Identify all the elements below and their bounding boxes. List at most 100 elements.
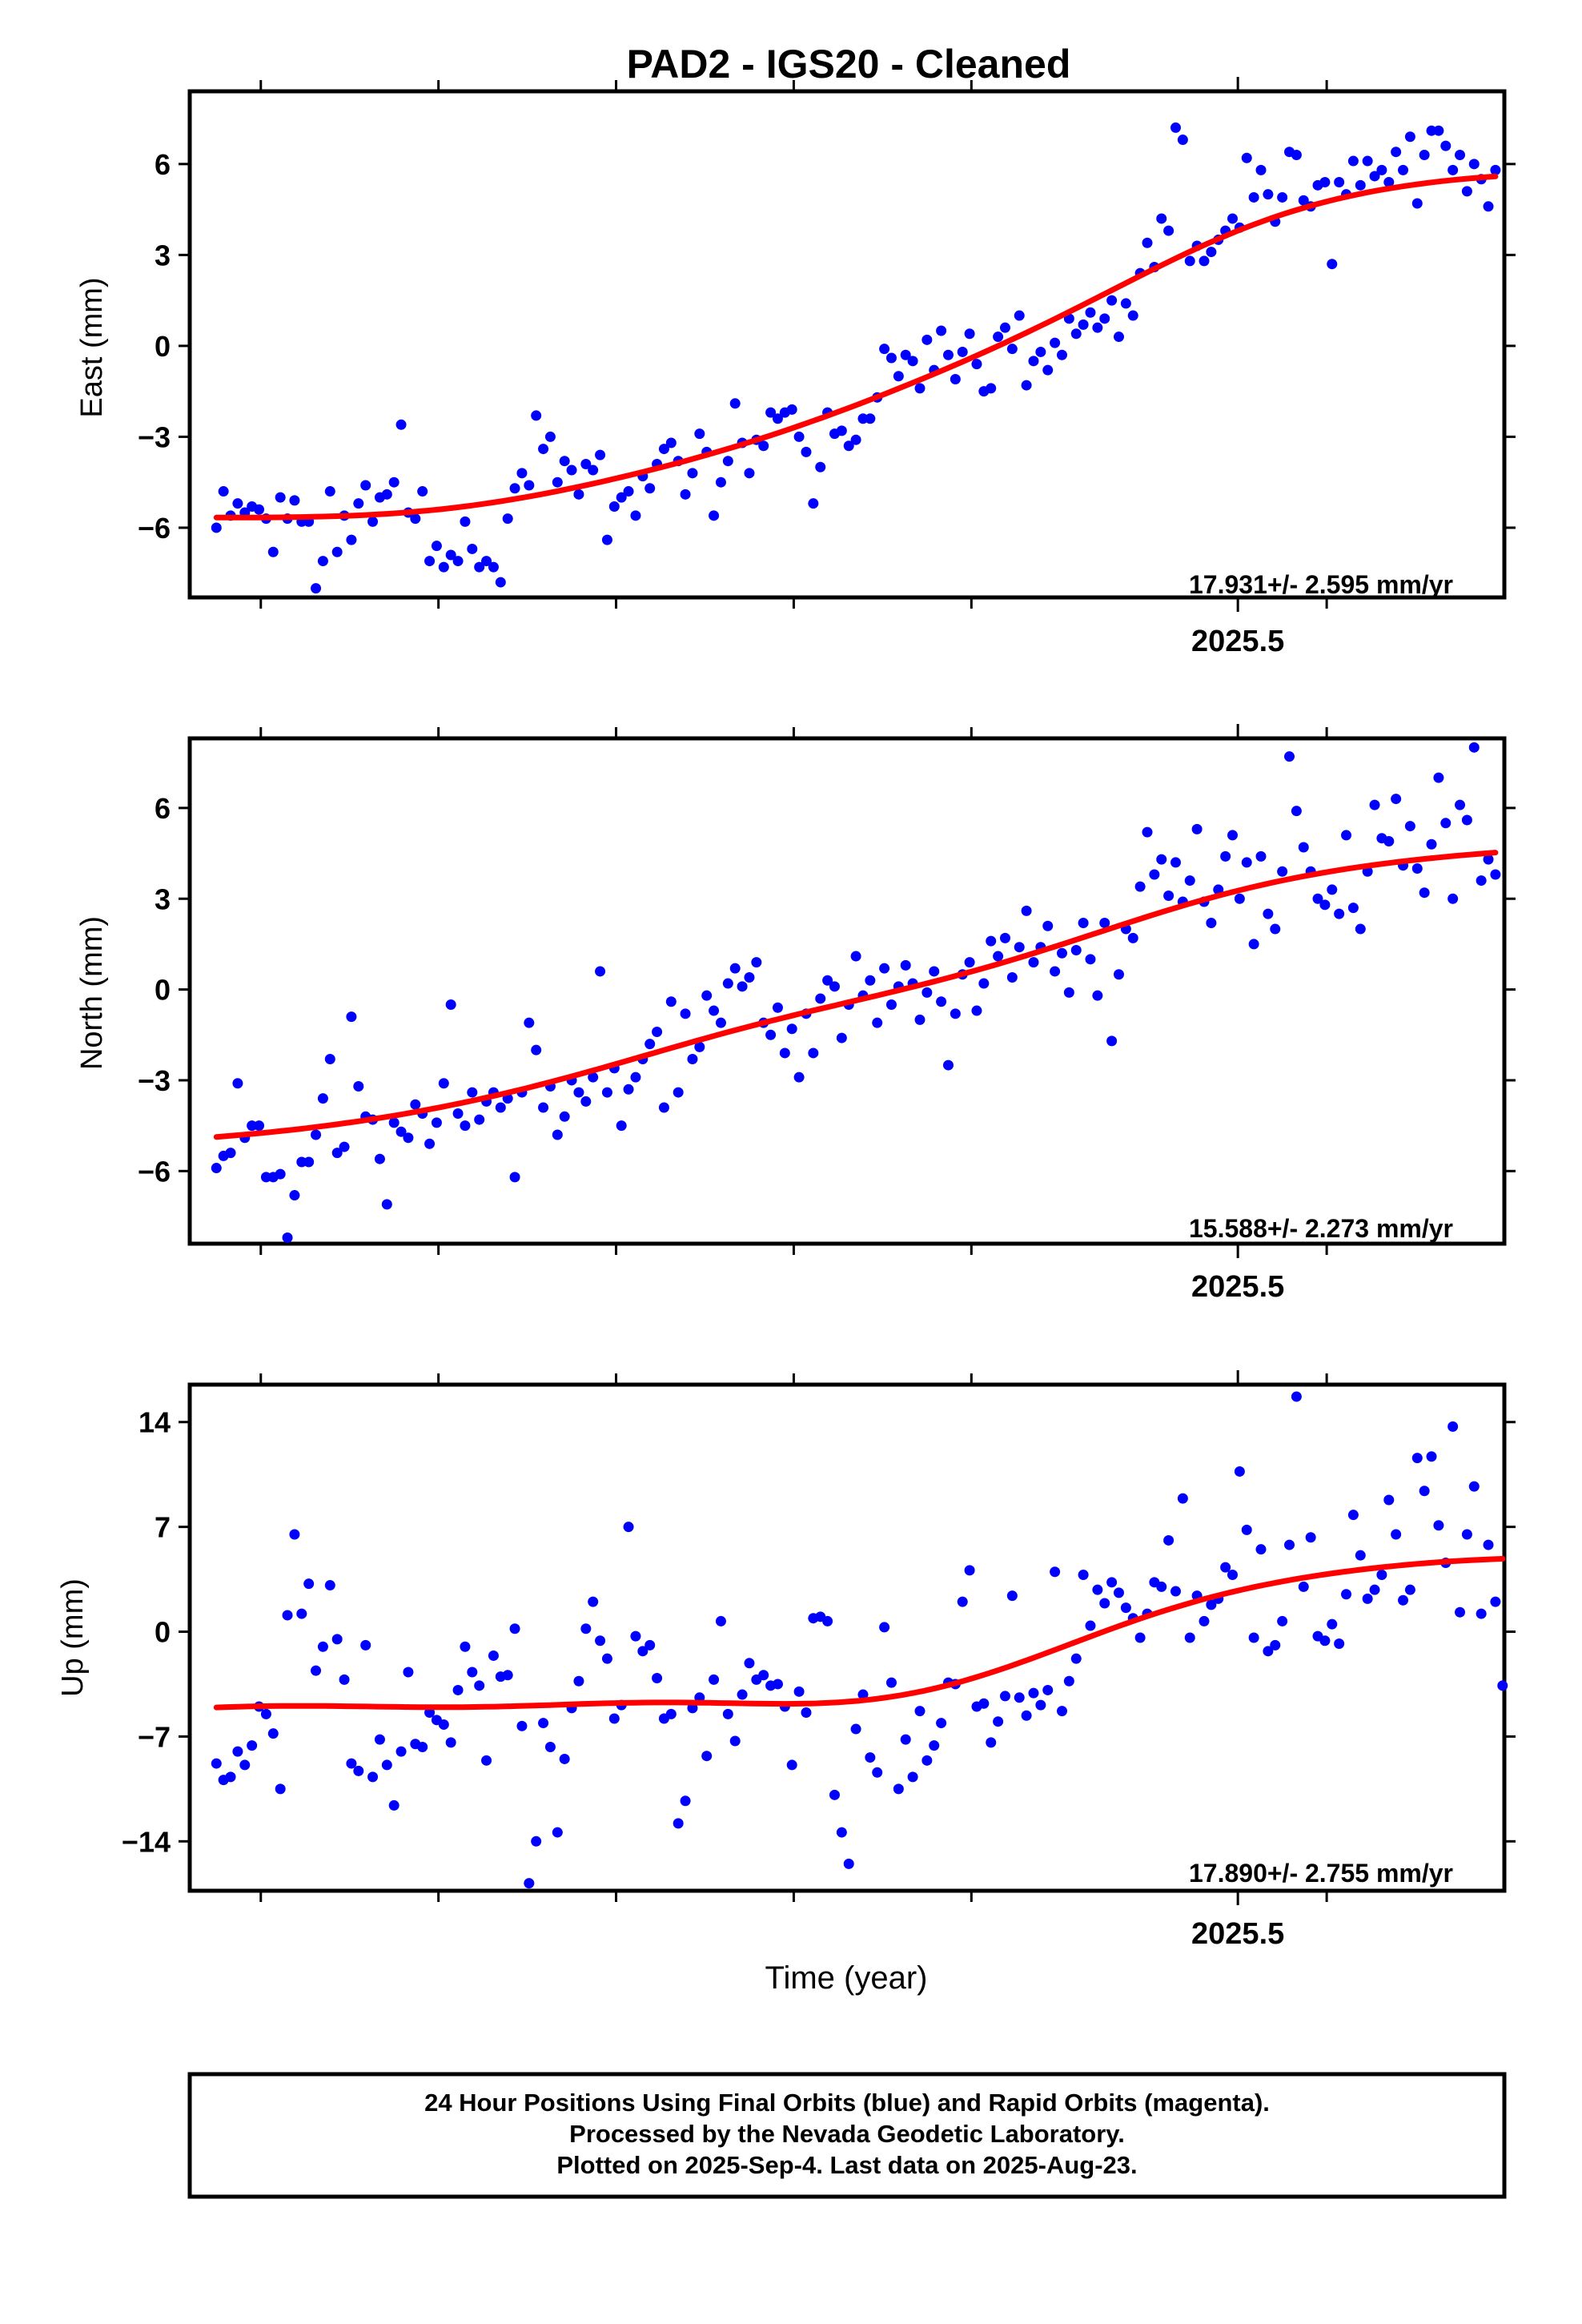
up-data-point (793, 1686, 805, 1697)
east-data-point (601, 534, 612, 545)
north-data-point (317, 1093, 328, 1104)
east-data-point (232, 498, 243, 509)
north-data-point (460, 1120, 471, 1132)
up-data-point (296, 1608, 307, 1619)
north-data-point (311, 1129, 322, 1140)
east-ytick-label: 3 (155, 239, 171, 271)
north-data-point (346, 1011, 357, 1023)
north-data-point (737, 981, 748, 992)
up-data-point (1398, 1594, 1409, 1606)
north-data-point (1334, 908, 1345, 919)
north-data-point (652, 1027, 663, 1038)
east-data-point (765, 407, 777, 418)
north-data-point (1327, 884, 1338, 895)
east-data-point (1006, 344, 1018, 355)
north-data-point (1156, 854, 1167, 865)
east-data-point (1056, 349, 1067, 360)
north-data-point (1234, 893, 1245, 904)
east-data-point (1163, 225, 1174, 236)
up-data-point (424, 1707, 436, 1718)
east-data-point (1106, 295, 1118, 306)
north-data-point (495, 1102, 506, 1113)
up-data-point (1042, 1684, 1054, 1695)
up-data-point (786, 1759, 797, 1771)
up-data-point (829, 1789, 840, 1800)
north-data-point (623, 1084, 634, 1095)
east-data-point (1319, 177, 1331, 188)
north-data-point (531, 1044, 542, 1055)
up-data-point (964, 1565, 975, 1576)
east-data-point (1263, 189, 1274, 200)
north-data-point (254, 1120, 265, 1132)
up-data-point (1376, 1569, 1387, 1580)
east-data-point (1206, 247, 1217, 258)
east-data-point (836, 425, 847, 436)
up-data-point (644, 1639, 656, 1651)
east-data-point (509, 483, 520, 494)
north-data-point (1476, 875, 1487, 887)
north-data-point (1050, 966, 1061, 977)
east-data-point (986, 383, 997, 394)
east-data-point (388, 476, 400, 488)
east-data-point (1184, 255, 1195, 267)
north-data-point (885, 999, 897, 1011)
east-data-point (495, 577, 506, 588)
east-data-point (1455, 149, 1466, 160)
east-data-point (381, 489, 392, 500)
up-data-point (999, 1691, 1010, 1702)
up-data-point (715, 1615, 726, 1626)
north-data-point (1127, 932, 1138, 943)
north-data-point (1006, 971, 1018, 983)
north-data-point (1383, 835, 1395, 846)
east-data-point (1447, 164, 1459, 175)
east-data-point (665, 437, 677, 448)
north-data-point (1063, 987, 1074, 998)
up-data-point (978, 1698, 990, 1709)
east-data-point (950, 374, 961, 385)
north-data-point (929, 966, 940, 977)
north-ytick-label: −6 (138, 1155, 171, 1188)
east-data-point (595, 449, 606, 460)
up-data-point (929, 1740, 940, 1751)
up-data-point (1021, 1710, 1032, 1721)
east-data-point (993, 332, 1004, 343)
up-data-point (1347, 1510, 1359, 1521)
up-data-point (822, 1615, 833, 1626)
footer-box (187, 2072, 1507, 2199)
north-data-point (1319, 899, 1331, 911)
north-data-point (1270, 923, 1281, 935)
north-data-point (232, 1078, 243, 1089)
up-data-point (608, 1713, 620, 1724)
up-data-point (260, 1708, 271, 1719)
east-data-point (957, 346, 968, 357)
north-data-point (680, 1008, 691, 1019)
up-data-point (865, 1752, 876, 1763)
east-data-point (1398, 164, 1409, 175)
north-data-point (658, 1102, 669, 1113)
up-panel: 14 7 0 −7 −14 2025.5 Up (mm) 17.890+/- 2.755 … (56, 1370, 1516, 1951)
up-data-point (986, 1737, 997, 1748)
north-data-point (986, 935, 997, 947)
chart-title: PAD2 - IGS20 - Cleaned (627, 42, 1071, 86)
north-data-point (388, 1117, 400, 1128)
east-data-point (1490, 164, 1501, 175)
east-ylabel: East (mm) (75, 277, 109, 417)
up-data-point (1334, 1638, 1345, 1649)
up-data-point (573, 1675, 584, 1687)
north-data-point (595, 966, 606, 977)
east-data-point (1391, 147, 1402, 158)
east-data-point (729, 398, 741, 409)
east-data-point (516, 468, 528, 479)
north-data-point (1142, 826, 1153, 838)
up-data-point (1156, 1581, 1167, 1592)
east-data-point (964, 328, 975, 340)
up-data-point (729, 1735, 741, 1747)
north-data-point (630, 1072, 641, 1083)
up-data-point (1461, 1529, 1472, 1540)
up-data-point (267, 1728, 279, 1739)
east-data-point (559, 456, 570, 467)
up-data-point (879, 1622, 890, 1633)
north-data-point (580, 1096, 592, 1107)
north-data-point (1163, 890, 1174, 901)
north-data-point (1113, 969, 1124, 980)
